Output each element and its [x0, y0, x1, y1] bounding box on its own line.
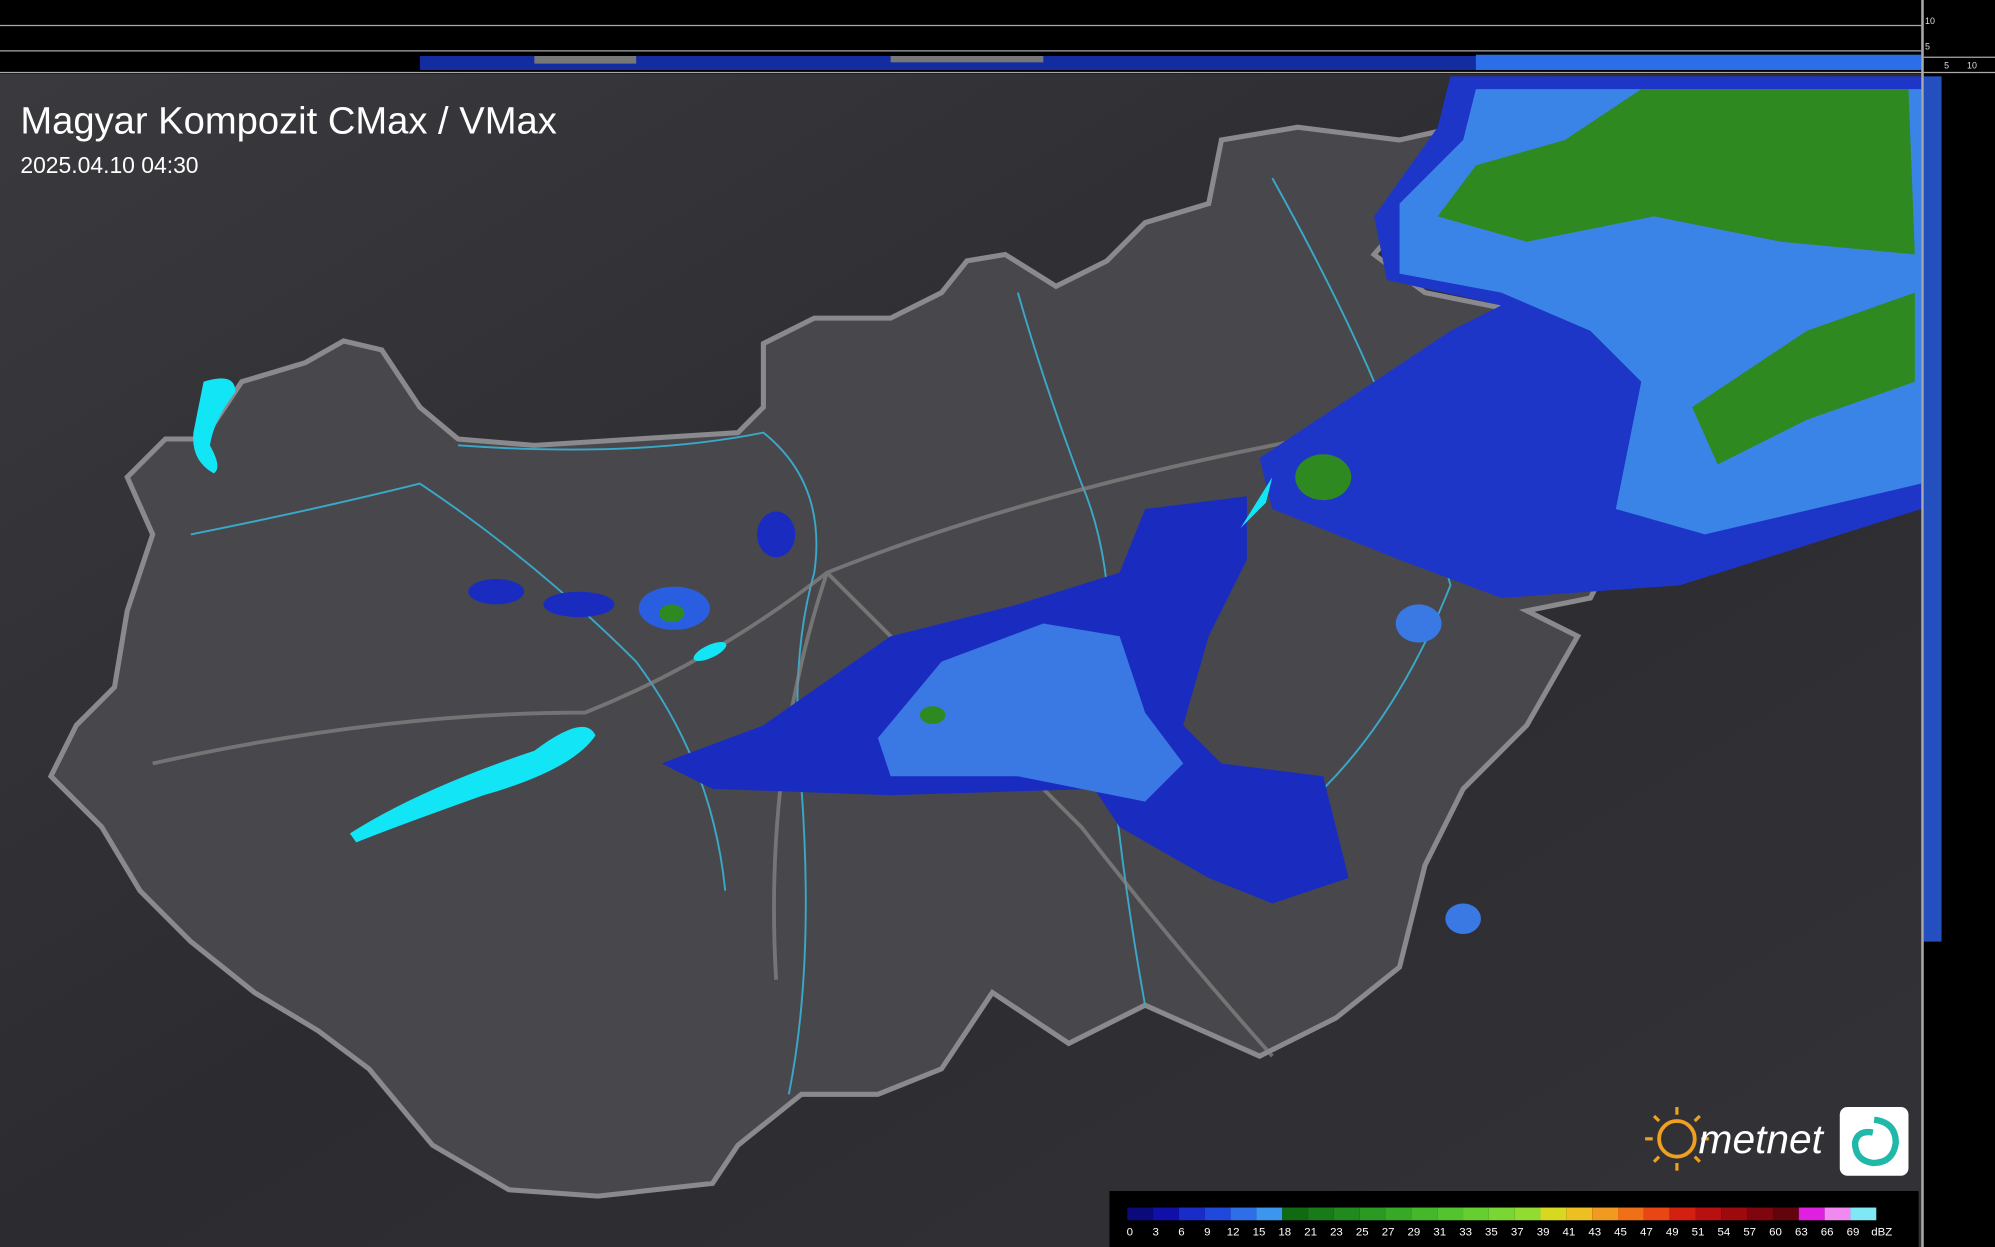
- legend-swatch: [1256, 1207, 1283, 1221]
- legend-swatch: [1385, 1207, 1412, 1221]
- legend-label: 23: [1330, 1227, 1343, 1239]
- legend-label: 43: [1588, 1227, 1601, 1239]
- scale-label: 10: [1925, 16, 1935, 26]
- legend-swatch: [1566, 1207, 1593, 1221]
- legend-swatch: [1463, 1207, 1489, 1221]
- legend-swatch: [1178, 1207, 1205, 1221]
- legend-label: 45: [1614, 1227, 1627, 1239]
- legend-swatch: [1411, 1207, 1438, 1221]
- logo-text: metnet: [1699, 1116, 1825, 1162]
- legend-label: 25: [1356, 1227, 1369, 1239]
- legend-swatch: [1592, 1207, 1619, 1221]
- legend-label: 69: [1847, 1227, 1860, 1239]
- legend-swatch: [1721, 1207, 1748, 1221]
- legend-label: 21: [1304, 1227, 1317, 1239]
- legend-label: 51: [1692, 1227, 1705, 1239]
- legend-swatch: [1488, 1207, 1515, 1221]
- legend-label: 41: [1563, 1227, 1576, 1239]
- legend-label: 18: [1278, 1227, 1291, 1239]
- legend-label: 35: [1485, 1227, 1498, 1239]
- legend-label: 27: [1382, 1227, 1395, 1239]
- legend-label: 47: [1640, 1227, 1653, 1239]
- legend-swatch: [1618, 1207, 1644, 1221]
- legend-label: 39: [1537, 1227, 1550, 1239]
- legend-label: 63: [1795, 1227, 1808, 1239]
- legend-swatch: [1798, 1207, 1825, 1221]
- legend-swatch: [1333, 1207, 1360, 1221]
- legend-label: 57: [1743, 1227, 1756, 1239]
- legend-swatch: [1643, 1207, 1670, 1221]
- legend-label: 29: [1408, 1227, 1421, 1239]
- scale-label: 5: [1925, 42, 1930, 52]
- legend-label: 37: [1511, 1227, 1524, 1239]
- scale-label: 10: [1967, 61, 1977, 71]
- legend-label: 54: [1718, 1227, 1731, 1239]
- legend-swatch: [1772, 1207, 1799, 1221]
- legend-unit: dBZ: [1871, 1227, 1892, 1239]
- legend-label: 0: [1127, 1227, 1133, 1239]
- legend-label: 66: [1821, 1227, 1834, 1239]
- legend-label: 6: [1178, 1227, 1184, 1239]
- title: Magyar Kompozit CMax / VMax: [20, 100, 556, 143]
- legend-swatch: [1282, 1207, 1309, 1221]
- legend-label: 49: [1666, 1227, 1679, 1239]
- legend-swatch: [1204, 1207, 1231, 1221]
- lakes: [193, 378, 1273, 843]
- legend-label: 3: [1152, 1227, 1158, 1239]
- legend-swatch: [1850, 1207, 1877, 1221]
- legend-swatch: [1230, 1207, 1257, 1221]
- divider: [1921, 0, 1924, 1247]
- legend-label: 9: [1204, 1227, 1210, 1239]
- legend-swatch: [1514, 1207, 1541, 1221]
- legend-swatch: [1669, 1207, 1696, 1221]
- legend-swatch: [1540, 1207, 1567, 1221]
- legend-swatch: [1308, 1207, 1334, 1221]
- legend-swatch: [1153, 1207, 1179, 1221]
- scale-label: 5: [1944, 61, 1949, 71]
- legend-swatch: [1127, 1207, 1154, 1221]
- legend-swatch: [1437, 1207, 1464, 1221]
- top-profile: [0, 24, 1995, 74]
- legend-swatch: [1824, 1207, 1851, 1221]
- legend-label: 12: [1227, 1227, 1240, 1239]
- legend-swatch: [1747, 1207, 1773, 1221]
- legend-label: 31: [1433, 1227, 1446, 1239]
- logo: metnet: [1645, 1107, 1909, 1176]
- legend-label: 33: [1459, 1227, 1472, 1239]
- radar-echoes: [468, 76, 1942, 942]
- legend: 0 3 6 9 12 15 18 21 23 25 27 29 31 33 35 37 39 41 43 45 47 49…: [1127, 1207, 1892, 1239]
- legend-swatch: [1695, 1207, 1722, 1221]
- legend-label: 15: [1253, 1227, 1266, 1239]
- legend-label: 60: [1769, 1227, 1782, 1239]
- legend-swatch: [1359, 1207, 1386, 1221]
- timestamp: 2025.04.10 04:30: [20, 152, 198, 178]
